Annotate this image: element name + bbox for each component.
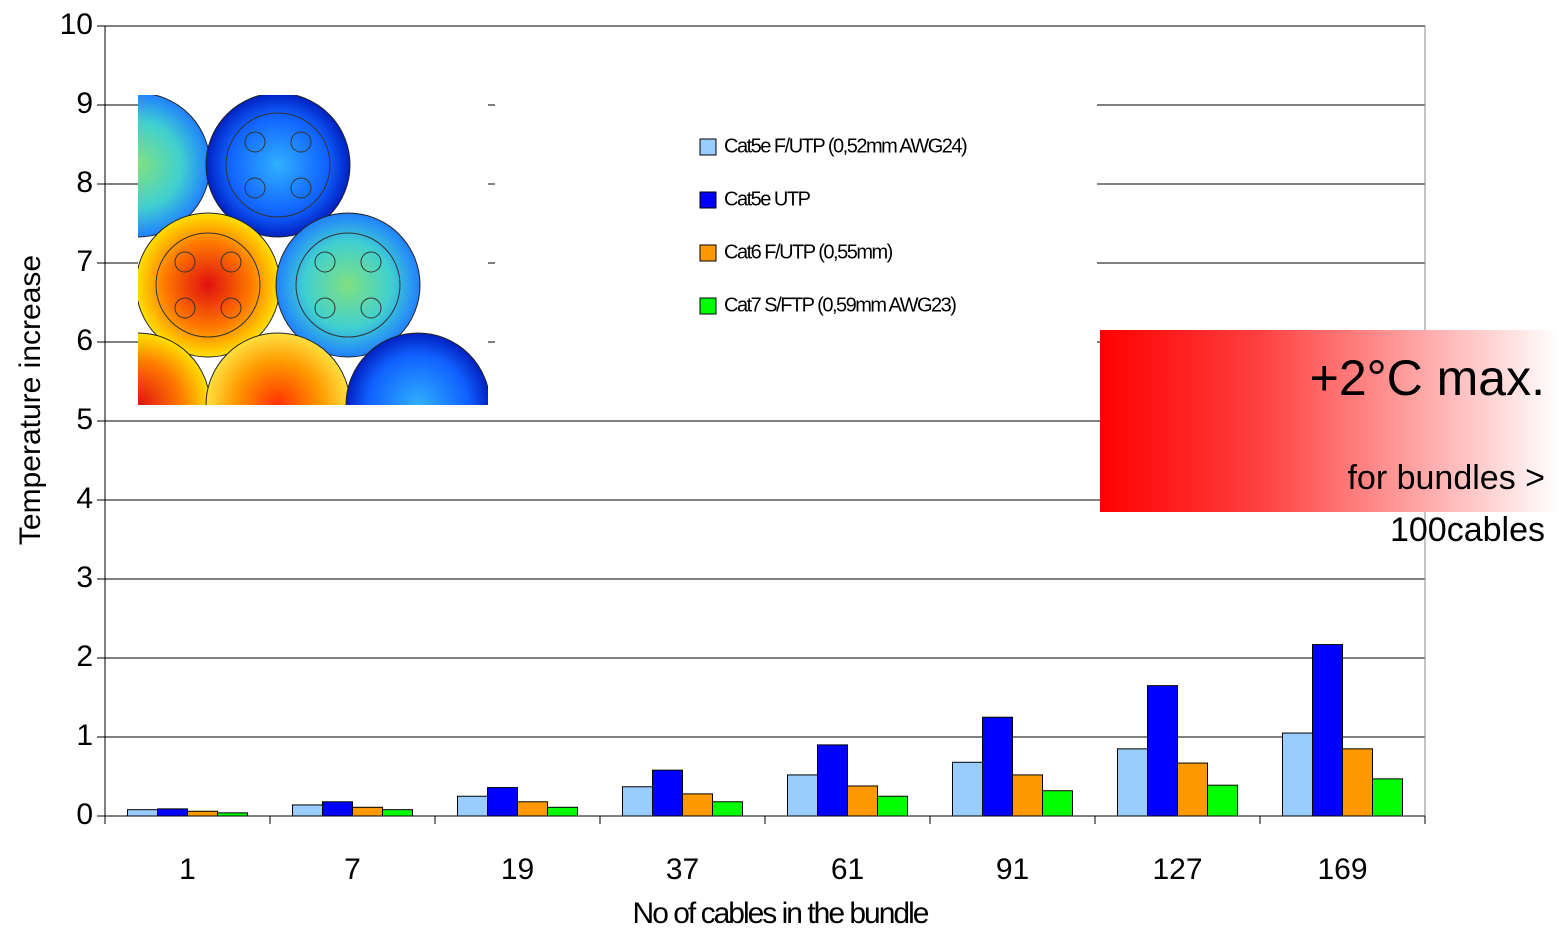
y-tick-label: 5 bbox=[76, 403, 93, 436]
y-axis-title: Temperature increase bbox=[14, 255, 47, 545]
bar bbox=[158, 809, 188, 816]
chart: 0 1 2 3 4 5 6 7 8 9 10 +2°C max. for bundles > 100… bbox=[0, 0, 1559, 936]
y-tick-label: 6 bbox=[76, 324, 93, 357]
x-tick-label: 127 bbox=[1152, 853, 1202, 886]
bar bbox=[1343, 749, 1373, 816]
y-tick-label: 0 bbox=[76, 798, 93, 831]
x-tick-label: 61 bbox=[831, 853, 864, 886]
bar bbox=[518, 802, 548, 816]
x-tick-label: 1 bbox=[179, 853, 196, 886]
bar bbox=[983, 717, 1013, 816]
y-tick-label: 4 bbox=[76, 482, 93, 515]
y-tick-label: 2 bbox=[76, 640, 93, 673]
legend-swatch bbox=[700, 298, 716, 314]
bar bbox=[548, 807, 578, 816]
y-tick-label: 1 bbox=[76, 719, 93, 752]
bar bbox=[188, 811, 218, 816]
bar bbox=[623, 787, 653, 816]
bar bbox=[488, 788, 518, 816]
y-tick-label: 7 bbox=[76, 245, 93, 278]
y-tick-label: 9 bbox=[76, 87, 93, 120]
x-tick-label: 37 bbox=[666, 853, 699, 886]
legend-swatch bbox=[700, 192, 716, 208]
x-tick-label: 19 bbox=[501, 853, 534, 886]
bar bbox=[323, 802, 353, 816]
legend-swatch bbox=[700, 139, 716, 155]
annotation: for bundles > bbox=[1347, 459, 1545, 497]
legend-label: Cat5e UTP bbox=[724, 188, 811, 210]
bar bbox=[1208, 785, 1238, 816]
legend-swatch bbox=[700, 245, 716, 261]
bar bbox=[878, 796, 908, 816]
x-tick-label: 7 bbox=[344, 853, 361, 886]
heatmap-image bbox=[66, 93, 490, 477]
bar bbox=[1373, 779, 1403, 816]
bar bbox=[293, 805, 323, 816]
bar bbox=[1013, 775, 1043, 816]
bar bbox=[1043, 791, 1073, 816]
bar bbox=[848, 786, 878, 816]
annotation: 100cables bbox=[1390, 511, 1545, 549]
x-tick-label: 169 bbox=[1317, 853, 1367, 886]
bar bbox=[1313, 645, 1343, 816]
legend-label: Cat5e F/UTP (0,52mm AWG24) bbox=[724, 135, 967, 157]
bar bbox=[953, 762, 983, 816]
bar bbox=[458, 796, 488, 816]
legend-label: Cat6 F/UTP (0,55mm) bbox=[724, 241, 893, 263]
bar bbox=[1148, 686, 1178, 816]
x-tick-label: 91 bbox=[996, 853, 1029, 886]
bar bbox=[683, 794, 713, 816]
bar bbox=[353, 807, 383, 816]
bar bbox=[1178, 763, 1208, 816]
bar bbox=[128, 810, 158, 816]
bar bbox=[1118, 749, 1148, 816]
x-axis-title: No of cables in the bundle bbox=[633, 897, 929, 930]
bar bbox=[713, 802, 743, 816]
bar bbox=[653, 770, 683, 816]
y-tick-label: 3 bbox=[76, 561, 93, 594]
y-tick-label: 10 bbox=[60, 8, 93, 41]
bar bbox=[1283, 733, 1313, 816]
bar bbox=[818, 745, 848, 816]
bar bbox=[383, 810, 413, 816]
legend-label: Cat7 S/FTP (0,59mm AWG23) bbox=[724, 294, 956, 316]
bar bbox=[788, 775, 818, 816]
annotation: +2°C max. bbox=[1310, 350, 1545, 406]
y-tick-label: 8 bbox=[76, 166, 93, 199]
